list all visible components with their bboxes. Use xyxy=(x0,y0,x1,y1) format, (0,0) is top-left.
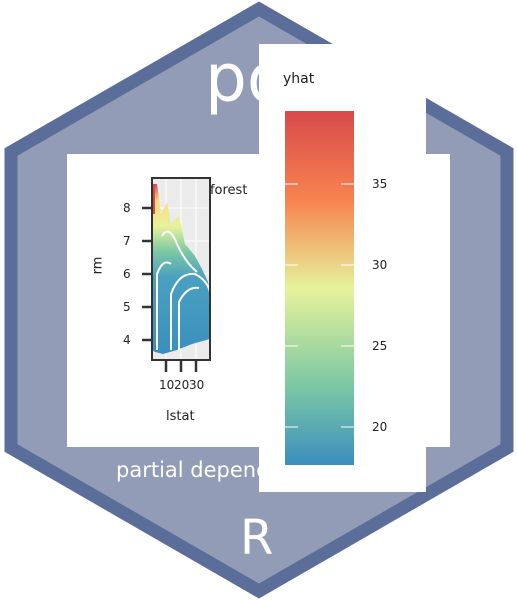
legend-tick-label: 20 xyxy=(372,420,388,434)
heatmap-plot xyxy=(142,177,211,372)
y-tick-label: 6 xyxy=(123,267,131,281)
legend-colorbar xyxy=(285,111,354,465)
heatmap-surface xyxy=(152,184,210,354)
y-axis-ticks xyxy=(142,206,152,342)
y-tick-label: 5 xyxy=(123,300,131,314)
y-tick-label: 4 xyxy=(123,333,131,347)
y-tick-label: 8 xyxy=(123,201,131,215)
legend-title: yhat xyxy=(283,71,315,87)
legend-tick-label: 25 xyxy=(372,339,388,353)
x-tick-label: 30 xyxy=(189,378,205,392)
x-tick-label: 20 xyxy=(174,378,190,392)
legend-tick-label: 35 xyxy=(372,177,388,191)
legend-tick-label: 30 xyxy=(372,258,388,272)
y-tick-label: 7 xyxy=(123,234,131,248)
color-legend: yhat 35 30 25 20 xyxy=(259,44,426,492)
r-logo-text: R xyxy=(240,510,274,566)
x-axis-title: lstat xyxy=(166,409,195,424)
y-axis-title: rm xyxy=(90,256,106,275)
x-tick-label: 10 xyxy=(159,378,175,392)
x-axis-ticks xyxy=(164,360,198,372)
